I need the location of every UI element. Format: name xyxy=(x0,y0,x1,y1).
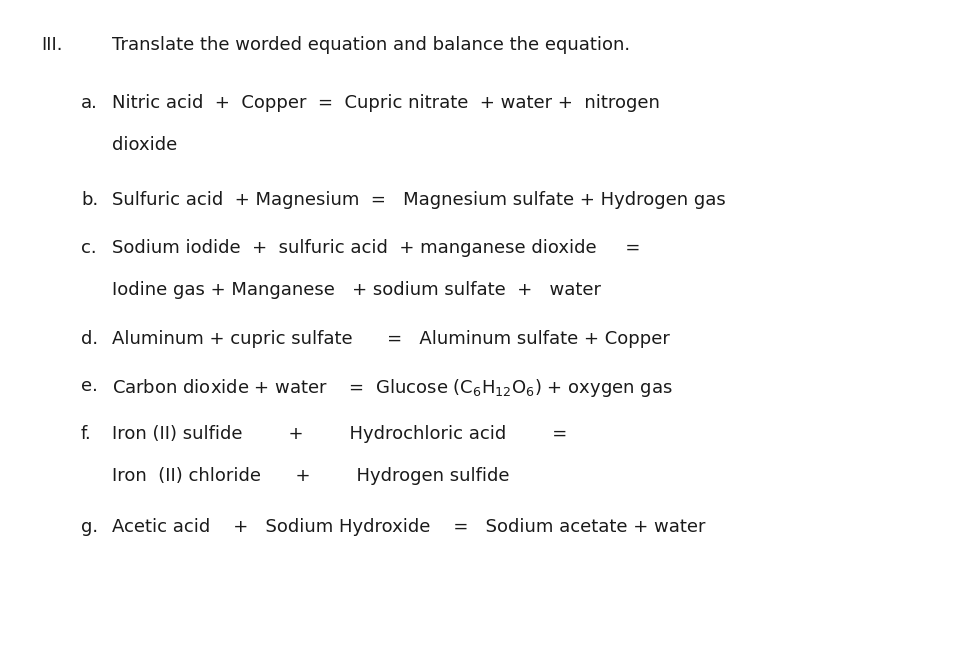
Text: e.: e. xyxy=(81,377,98,395)
Text: Sulfuric acid  + Magnesium  =   Magnesium sulfate + Hydrogen gas: Sulfuric acid + Magnesium = Magnesium su… xyxy=(112,191,726,209)
Text: Nitric acid  +  Copper  =  Cupric nitrate  + water +  nitrogen: Nitric acid + Copper = Cupric nitrate + … xyxy=(112,94,660,112)
Text: III.: III. xyxy=(41,36,62,54)
Text: d.: d. xyxy=(81,330,99,348)
Text: Iodine gas + Manganese   + sodium sulfate  +   water: Iodine gas + Manganese + sodium sulfate … xyxy=(112,281,601,300)
Text: dioxide: dioxide xyxy=(112,136,178,154)
Text: c.: c. xyxy=(81,239,97,258)
Text: f.: f. xyxy=(81,425,92,443)
Text: Carbon dioxide + water    =  Glucose (C$_{6}$H$_{12}$O$_{6}$) + oxygen gas: Carbon dioxide + water = Glucose (C$_{6}… xyxy=(112,377,672,399)
Text: Aluminum + cupric sulfate      =   Aluminum sulfate + Copper: Aluminum + cupric sulfate = Aluminum sul… xyxy=(112,330,671,348)
Text: g.: g. xyxy=(81,518,99,536)
Text: Iron (II) sulfide        +        Hydrochloric acid        =: Iron (II) sulfide + Hydrochloric acid = xyxy=(112,425,567,443)
Text: Acetic acid    +   Sodium Hydroxide    =   Sodium acetate + water: Acetic acid + Sodium Hydroxide = Sodium … xyxy=(112,518,706,536)
Text: a.: a. xyxy=(81,94,98,112)
Text: b.: b. xyxy=(81,191,99,209)
Text: Translate the worded equation and balance the equation.: Translate the worded equation and balanc… xyxy=(112,36,630,54)
Text: Iron  (II) chloride      +        Hydrogen sulfide: Iron (II) chloride + Hydrogen sulfide xyxy=(112,467,509,485)
Text: Sodium iodide  +  sulfuric acid  + manganese dioxide     =: Sodium iodide + sulfuric acid + manganes… xyxy=(112,239,640,258)
